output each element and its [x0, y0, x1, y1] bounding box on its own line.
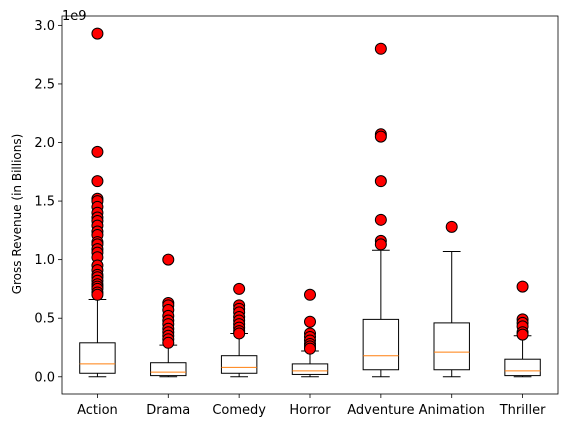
x-tick-label: Thriller: [499, 403, 546, 418]
x-tick-label: Drama: [146, 403, 190, 418]
outlier-point: [304, 342, 316, 355]
box-group-comedy: [220, 282, 258, 378]
outlier-point: [304, 315, 316, 328]
outlier-point: [91, 288, 104, 301]
y-tick-label: 3.0: [34, 19, 55, 34]
box-iqr: [79, 342, 116, 374]
box-iqr: [150, 362, 187, 377]
outlier-point: [374, 175, 387, 188]
y-tick-label: 1.5: [34, 195, 55, 210]
x-tick-label: Comedy: [212, 403, 266, 418]
box-iqr: [504, 358, 541, 377]
outlier-point: [162, 253, 175, 266]
outlier-point: [374, 42, 387, 55]
box-iqr: [433, 322, 470, 371]
outlier-point: [374, 213, 387, 226]
outlier-point: [516, 328, 529, 341]
outlier-point: [233, 282, 246, 295]
outlier-point: [91, 27, 104, 40]
outlier-point: [374, 238, 387, 251]
outlier-point: [516, 280, 529, 293]
y-axis-label: Gross Revenue (in Billions): [10, 134, 24, 295]
outlier-point: [162, 336, 175, 349]
x-tick-label: Adventure: [347, 403, 414, 418]
box-group-thriller: [504, 280, 541, 378]
box-group-drama: [150, 253, 187, 378]
axes: 0.0 0.5 1.0 1.5 2.0 2.5 3.0 Action Drama Comedy Ho…: [34, 15, 559, 418]
x-tick-label: Horror: [289, 403, 331, 418]
box-group-adventure: [362, 42, 400, 378]
outlier-point: [91, 145, 104, 158]
box-group-animation: [433, 220, 470, 378]
outlier-point: [374, 130, 387, 143]
box-group-action: [79, 27, 116, 378]
plot-area: [79, 27, 541, 378]
outlier-point: [91, 175, 104, 188]
box-iqr: [362, 318, 400, 371]
y-tick-label: 0.0: [34, 370, 55, 385]
y-tick-label: 2.0: [34, 136, 55, 151]
box-iqr: [291, 363, 329, 375]
box-iqr: [220, 355, 258, 374]
outlier-point: [233, 327, 246, 340]
y-axis-offset-label: 1e9: [62, 9, 87, 24]
outlier-point: [304, 288, 316, 301]
outlier-point: [445, 220, 458, 233]
x-tick-label: Animation: [419, 403, 485, 418]
y-tick-label: 2.5: [34, 77, 55, 92]
box-group-horror: [291, 288, 329, 378]
y-tick-label: 0.5: [34, 312, 55, 327]
y-tick-label: 1.0: [34, 253, 55, 268]
x-tick-label: Action: [77, 403, 118, 418]
